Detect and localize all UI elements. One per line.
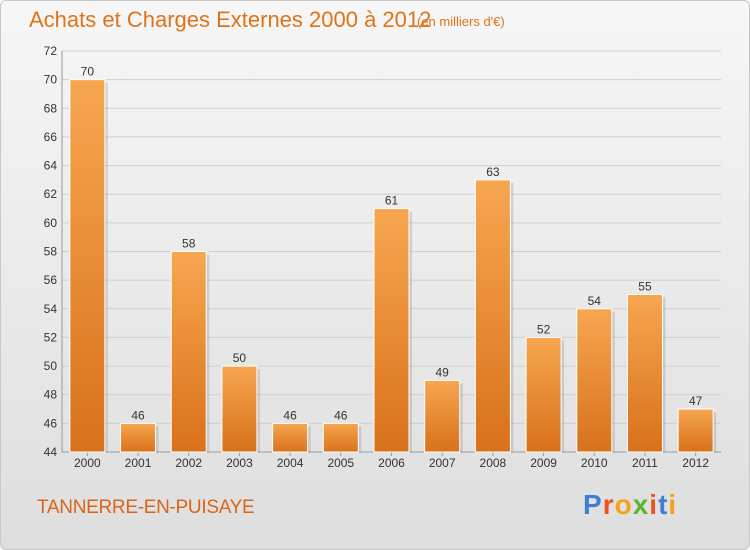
y-tick-label: 46 — [44, 416, 58, 430]
data-label: 47 — [689, 394, 703, 408]
chart-title: Achats et Charges Externes 2000 à 2012 — [29, 7, 432, 32]
data-label: 46 — [334, 408, 348, 422]
bar-2007 — [424, 379, 461, 453]
data-label: 63 — [486, 165, 500, 179]
x-tick-label: 2003 — [226, 456, 253, 470]
y-tick-label: 54 — [44, 302, 58, 316]
y-tick-label: 68 — [44, 101, 58, 115]
bar-2012 — [677, 408, 714, 453]
bar-2009 — [525, 336, 562, 453]
logo-letter: r — [602, 489, 615, 520]
y-tick-label: 64 — [44, 159, 58, 173]
y-tick-label: 50 — [44, 359, 58, 373]
logo-letter: t — [658, 489, 669, 520]
data-label: 70 — [81, 65, 95, 79]
bar-2006 — [373, 208, 410, 453]
data-label: 55 — [638, 279, 652, 293]
x-tick-label: 2007 — [429, 456, 456, 470]
proxiti-logo[interactable]: Proxiti — [583, 489, 677, 521]
x-tick-label: 2005 — [327, 456, 354, 470]
bar-2003 — [221, 365, 258, 453]
y-tick-label: 44 — [44, 445, 58, 459]
commune-name: TANNERRE-EN-PUISAYE — [37, 497, 255, 518]
y-tick-label: 70 — [44, 73, 58, 87]
y-tick-label: 72 — [44, 44, 58, 58]
bar-2011 — [626, 293, 663, 453]
bar-2002 — [170, 251, 207, 453]
data-label: 52 — [537, 322, 551, 336]
bar-2005 — [322, 422, 359, 453]
data-label: 58 — [182, 237, 196, 251]
y-tick-label: 48 — [44, 388, 58, 402]
bar-2000 — [69, 79, 106, 453]
data-label: 50 — [233, 351, 247, 365]
y-tick-label: 58 — [44, 245, 58, 259]
x-tick-label: 2006 — [378, 456, 405, 470]
data-label: 46 — [131, 408, 145, 422]
bars — [69, 79, 717, 453]
x-tick-label: 2011 — [632, 456, 658, 470]
logo-letter: P — [583, 489, 603, 520]
chart-subtitle: (en milliers d'€) — [417, 14, 505, 29]
x-tick-label: 2001 — [125, 456, 152, 470]
data-label: 61 — [385, 194, 399, 208]
y-tick-label: 60 — [44, 216, 58, 230]
x-tick-label: 2008 — [480, 456, 507, 470]
labels: 44 46 48 50 52 54 56 58 60 62 64 66 68 70 72 70 2000 46 20… — [44, 44, 710, 470]
x-tick-label: 2002 — [175, 456, 202, 470]
bar-2008 — [474, 179, 511, 453]
data-label: 49 — [436, 365, 450, 379]
x-tick-label: 2004 — [277, 456, 304, 470]
logo-letter: i — [668, 489, 678, 520]
y-tick-label: 52 — [44, 330, 58, 344]
bar-2010 — [576, 308, 613, 453]
logo-letter: x — [632, 489, 650, 520]
x-tick-label: 2009 — [530, 456, 557, 470]
y-tick-label: 56 — [44, 273, 58, 287]
y-tick-label: 66 — [44, 130, 58, 144]
logo-letter: i — [649, 489, 659, 520]
data-label: 54 — [588, 294, 602, 308]
logo-letter: o — [614, 489, 633, 520]
x-tick-label: 2000 — [74, 456, 101, 470]
y-tick-label: 62 — [44, 187, 58, 201]
data-label: 46 — [283, 408, 297, 422]
x-tick-label: 2010 — [581, 456, 608, 470]
bar-2001 — [120, 422, 157, 453]
bar-2004 — [272, 422, 309, 453]
x-tick-label: 2012 — [682, 456, 709, 470]
